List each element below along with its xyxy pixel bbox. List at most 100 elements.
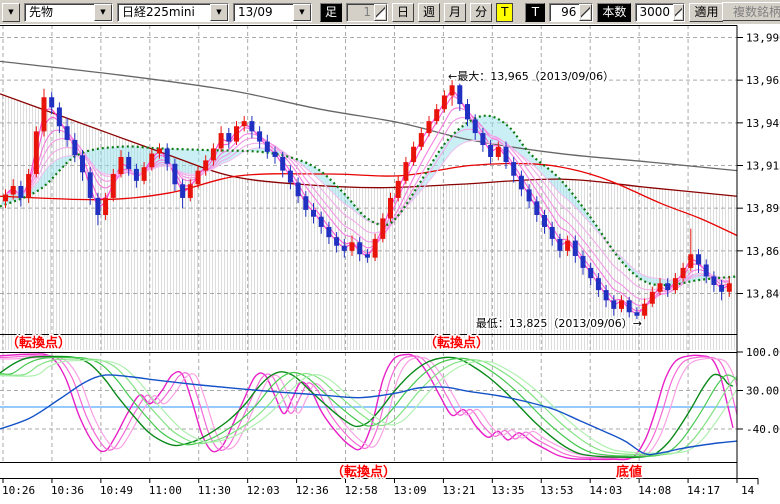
candle-up: [395, 180, 401, 198]
candle-down: [272, 151, 278, 157]
candle-down: [603, 290, 609, 301]
chart-area[interactable]: 13,990 13,965 13,940 13,915 13,890 13,865 13,8…: [0, 24, 780, 500]
spinner-icon[interactable]: [579, 3, 593, 21]
chevron-down-icon[interactable]: ▼: [210, 3, 228, 21]
candle-down: [72, 139, 78, 156]
candle-up: [149, 153, 155, 168]
price-axis-label: 13,940: [746, 117, 780, 130]
price-axis-label: 13,840: [746, 288, 780, 301]
panel-borders: [0, 25, 759, 485]
candle-down: [303, 196, 309, 210]
candle-up: [372, 238, 378, 258]
instrument-type-value: 先物: [29, 4, 54, 19]
osc-axis-label: 30.00: [746, 385, 779, 398]
candle-down: [472, 119, 478, 134]
ashi-interval-value: 1: [363, 4, 372, 19]
candle-up: [672, 278, 678, 291]
instrument-type-combo[interactable]: 先物 ▼: [24, 2, 113, 22]
time-axis-label: 11:00: [149, 484, 182, 497]
symbol-combo[interactable]: 日経225mini ▼: [117, 2, 229, 22]
chevron-down-icon[interactable]: ▼: [94, 3, 112, 21]
candle-up: [418, 133, 424, 147]
candle-up: [118, 156, 124, 175]
candle-up: [657, 283, 663, 292]
time-axis-label: 10:36: [51, 484, 84, 497]
candle-down: [626, 300, 632, 313]
candle-down: [249, 121, 255, 132]
contract-month-combo[interactable]: 13/09 ▼: [233, 2, 312, 22]
time-axis-label: 10:49: [100, 484, 133, 497]
candle-down: [711, 276, 717, 285]
spinner-icon[interactable]: [374, 3, 388, 21]
period-week-button[interactable]: 週: [418, 2, 441, 22]
candle-down: [364, 254, 370, 258]
spinner-icon[interactable]: [672, 3, 685, 21]
candle-down: [164, 148, 170, 164]
price-axis-label: 13,865: [746, 245, 780, 258]
time-axis-label: 14:17: [687, 484, 720, 497]
contract-month-value: 13/09: [238, 4, 273, 19]
tick-count-spinner[interactable]: 96: [549, 2, 594, 22]
candle-down: [542, 214, 547, 227]
candle-up: [110, 174, 116, 198]
candle-up: [434, 109, 440, 122]
candle-up: [642, 303, 648, 316]
honsu-spinner[interactable]: 3000: [635, 2, 686, 22]
time-axis-label: 10:26: [2, 484, 35, 497]
candle-down: [465, 104, 470, 120]
period-minute-button[interactable]: 分: [470, 2, 493, 22]
candle-up: [234, 126, 239, 142]
candle-down: [488, 145, 494, 157]
period-day-button[interactable]: 日: [392, 2, 415, 22]
multi-symbol-button[interactable]: 複数銘柄: [722, 2, 780, 21]
time-axis-label: 12:58: [345, 484, 378, 497]
apply-button[interactable]: 適用: [689, 2, 724, 22]
time-axis-label: 13:53: [540, 484, 573, 497]
time-axis-label: 12:36: [296, 484, 329, 497]
max-annotation: ←最大：13,965（2013/09/06）: [448, 69, 614, 83]
candle-down: [557, 238, 563, 251]
candle-up: [680, 267, 686, 279]
candle-up: [41, 97, 47, 132]
candle-up: [449, 85, 455, 96]
time-axis-label: 14: [741, 484, 755, 497]
candle-down: [665, 283, 671, 291]
honsu-value: 3000: [639, 4, 670, 19]
candle-down: [295, 182, 301, 197]
ma-fan-line: [5, 116, 730, 300]
ma-darkred-line: [0, 93, 737, 197]
period-month-button[interactable]: 月: [444, 2, 467, 22]
period-tick-button[interactable]: T: [496, 2, 514, 22]
time-axis-label: 13:21: [442, 484, 475, 497]
candle-up: [441, 95, 447, 110]
candle-down: [56, 107, 62, 127]
candle-down: [511, 162, 517, 176]
osc-axis-label: -40.00: [746, 423, 780, 436]
candle-down: [580, 255, 586, 268]
candle-down: [95, 197, 101, 215]
candle-up: [33, 131, 39, 175]
chart-menu-dropdown[interactable]: ▼: [2, 2, 20, 22]
candle-down: [703, 264, 709, 277]
candle-down: [18, 185, 24, 198]
time-axis-label: 11:30: [198, 484, 231, 497]
candle-up: [3, 194, 8, 202]
candle-down: [180, 184, 186, 198]
candle-down: [480, 133, 486, 146]
turn-point-label: （転換点）: [331, 464, 396, 480]
candle-down: [326, 226, 332, 238]
ashi-interval-spinner[interactable]: 1: [346, 2, 389, 22]
turn-point-label: （転換点）: [6, 335, 71, 351]
chart-container: 13,990 13,965 13,940 13,915 13,890 13,865 13,8…: [0, 24, 780, 500]
candle-down: [126, 156, 132, 169]
candle-down: [64, 126, 70, 140]
chevron-down-icon[interactable]: ▼: [293, 3, 311, 21]
symbol-value: 日経225mini: [122, 4, 195, 19]
candle-down: [311, 209, 316, 217]
candle-up: [141, 167, 147, 181]
tick-count-value: 96: [561, 4, 577, 19]
candle-up: [210, 148, 216, 161]
time-axis-label: 13:35: [491, 484, 524, 497]
candle-up: [349, 242, 355, 251]
osc-blue-line: [0, 374, 737, 456]
